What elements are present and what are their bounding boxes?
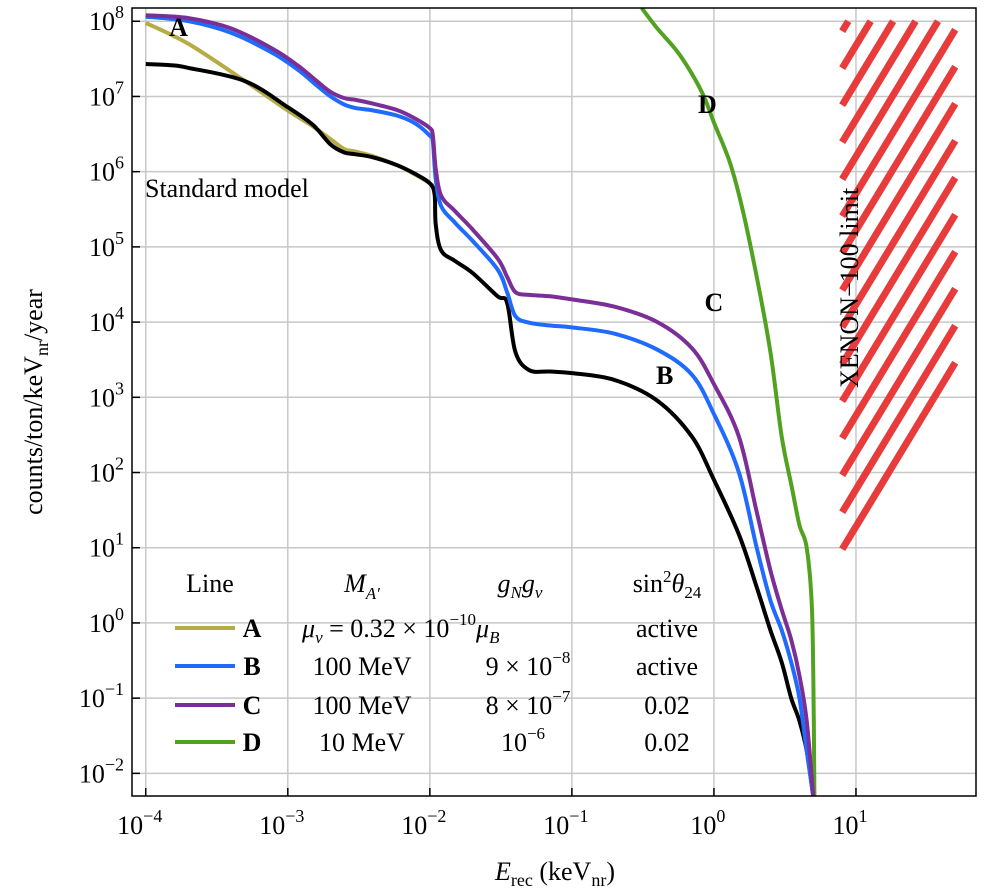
hatch-line <box>839 286 959 478</box>
legend-coupling-d: 10−6 <box>501 724 545 757</box>
legend-mass-c: 100 MeV <box>313 691 412 720</box>
series-line-b <box>145 14 816 796</box>
y-tick-labels: 108 107 106 105 104 103 102 101 100 10−1 10−2 <box>79 2 140 788</box>
series-curves <box>144 8 817 796</box>
y-tick-label: 10−1 <box>79 679 124 713</box>
x-tick-label: 10−1 <box>543 806 588 840</box>
hatch-line <box>839 27 959 219</box>
y-tick-label: 104 <box>89 303 124 337</box>
x-axis-label: Erec (keVnr) <box>494 857 615 890</box>
curve-labels: A B C D <box>169 13 723 390</box>
curve-label-c: C <box>705 288 724 317</box>
y-tick-label: 101 <box>89 529 124 563</box>
hatch-line <box>839 19 919 145</box>
hatch-line <box>839 101 959 293</box>
standard-model-annotation: Standard model <box>145 174 309 203</box>
legend-label-b: B <box>243 652 260 681</box>
legend-label-d: D <box>243 728 262 757</box>
y-tick-label: 107 <box>89 77 124 111</box>
hatch-line <box>839 323 959 515</box>
x-tick-label: 10−3 <box>259 806 304 840</box>
y-tick-label: 10−2 <box>79 754 124 788</box>
x-tick-labels: 10−4 10−3 10−2 10−1 100 101 <box>117 788 867 840</box>
hatch-line <box>839 64 959 256</box>
y-axis-label: counts/ton/keVnr/year <box>19 289 52 515</box>
legend-mass-d: 10 MeV <box>319 728 405 757</box>
curve-label-b: B <box>656 361 673 390</box>
hatch-line <box>839 249 959 441</box>
series-line-c <box>145 13 816 796</box>
curve-label-d: D <box>698 90 717 119</box>
grid-lines <box>132 8 976 796</box>
legend-mixing-c: 0.02 <box>644 691 690 720</box>
y-tick-label: 106 <box>89 153 124 187</box>
legend-header-mixing: sin2θ24 <box>633 567 702 602</box>
series-line-standard-model <box>145 62 816 796</box>
hatch-line <box>839 19 941 182</box>
legend-mixing-a: active <box>636 614 698 643</box>
xenon-limit-label: XENON−100 limit <box>835 187 864 388</box>
legend-header-coupling: gNgν <box>498 569 543 602</box>
x-tick-label: 101 <box>832 806 867 840</box>
x-tick-label: 10−2 <box>401 806 446 840</box>
y-tick-label: 103 <box>89 378 124 412</box>
hatch-line <box>839 19 897 108</box>
plot-frame <box>131 7 977 797</box>
legend-table: Line MA′ gNgν sin2θ24 A μν = 0.32 × 10−1… <box>175 567 702 757</box>
hatch-line <box>839 175 959 367</box>
y-tick-label: 108 <box>89 2 124 36</box>
hatch-line <box>839 138 959 330</box>
y-tick-label: 100 <box>89 604 124 638</box>
legend-label-c: C <box>243 691 262 720</box>
hatch-line <box>839 212 959 404</box>
hatch-line <box>839 19 852 34</box>
x-tick-label: 100 <box>690 806 725 840</box>
legend-mixing-d: 0.02 <box>644 728 690 757</box>
xenon-limit-hatch-region <box>839 19 959 552</box>
curve-label-a: A <box>169 13 188 42</box>
legend-mixing-b: active <box>636 652 698 681</box>
y-tick-label: 105 <box>89 228 124 262</box>
series-line-d <box>640 8 817 796</box>
hatch-line <box>839 360 959 552</box>
legend-label-a: A <box>243 614 262 643</box>
legend-coupling-c: 8 × 10−7 <box>486 687 571 720</box>
hatch-line <box>839 19 874 71</box>
legend-header-mass: MA′ <box>343 569 380 603</box>
legend-coupling-b: 9 × 10−8 <box>486 648 571 681</box>
legend-mass-a: μν = 0.32 × 10−10μB <box>301 610 500 647</box>
x-tick-label: 10−4 <box>117 806 162 840</box>
legend-header-line: Line <box>186 569 234 598</box>
y-tick-label: 102 <box>89 454 124 488</box>
legend-mass-b: 100 MeV <box>313 652 412 681</box>
